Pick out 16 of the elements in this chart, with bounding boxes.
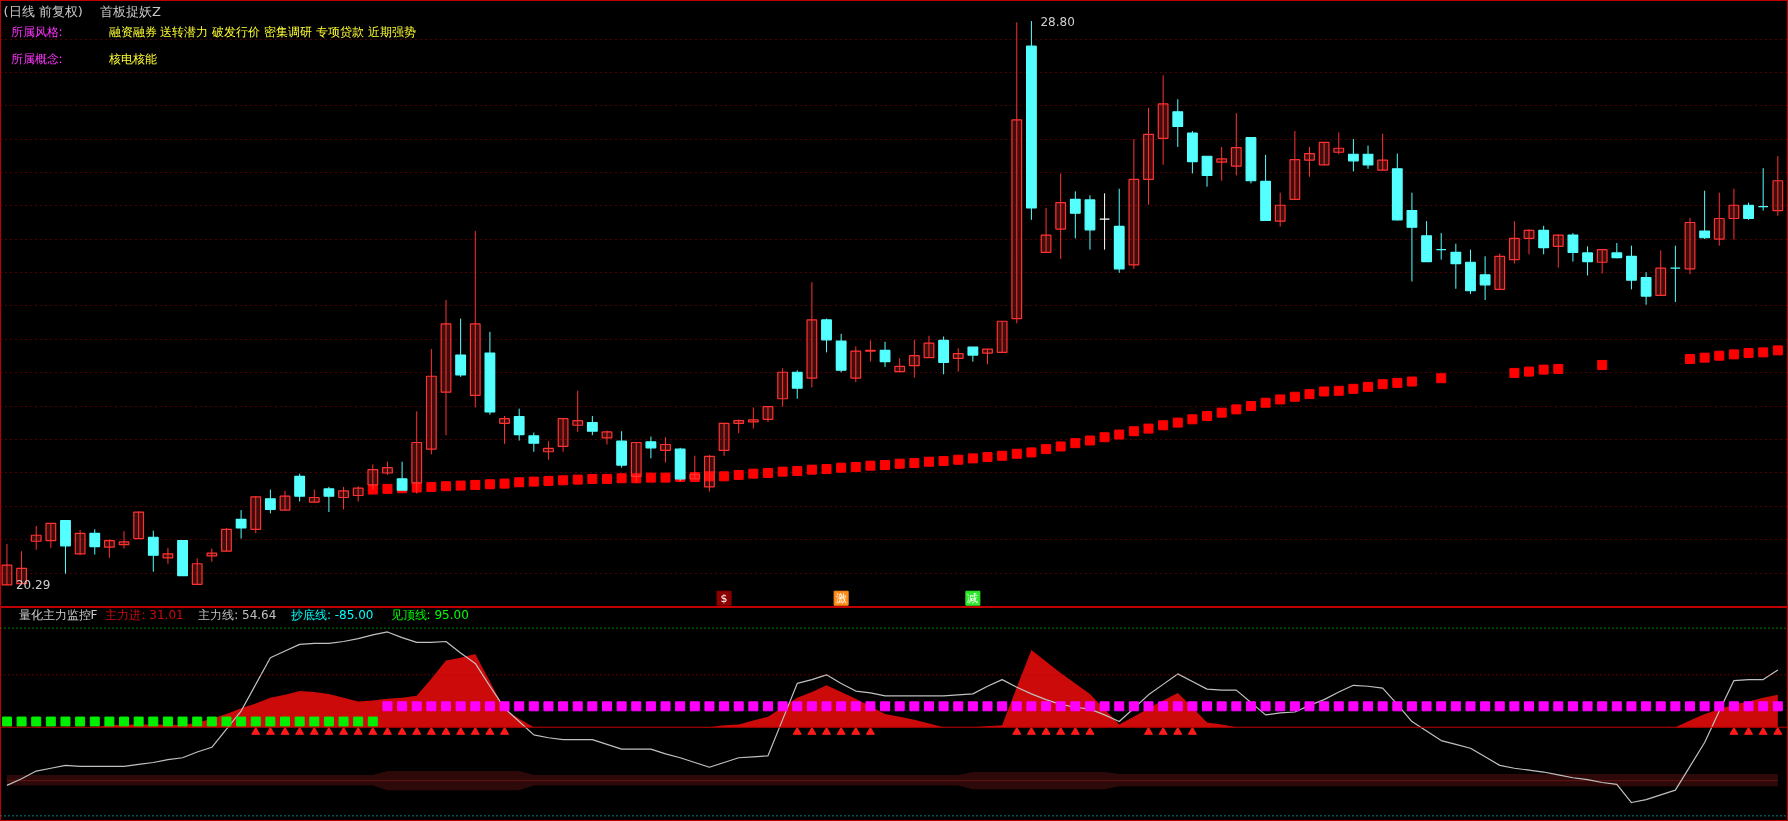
annotation: 核电核能: [107, 51, 157, 66]
text: 主力线: 54.64: [198, 607, 277, 622]
annotation: 见顶线: 95.00: [390, 607, 469, 622]
data-label: 减: [967, 591, 979, 605]
chart-title: (日线 前复权): [3, 3, 83, 19]
annotation: 所属风格:: [10, 24, 63, 39]
annotation: 所属概念:: [10, 51, 63, 66]
annotation: 28.80: [1040, 14, 1075, 29]
data-label: 激: [835, 591, 847, 605]
chart-subtitle: 首板捉妖Z: [100, 3, 162, 19]
annotation: 抄底线: -85.00: [290, 607, 374, 622]
chart-title: 量化主力监控F: [18, 607, 98, 622]
annotation: 融资融券 送转潜力 破发行价 密集调研 专项贷款 近期强势: [108, 24, 416, 39]
annotation: 20.29: [15, 578, 51, 593]
text: 主力进: 31.01: [105, 607, 184, 622]
data-label: $: [720, 591, 728, 605]
